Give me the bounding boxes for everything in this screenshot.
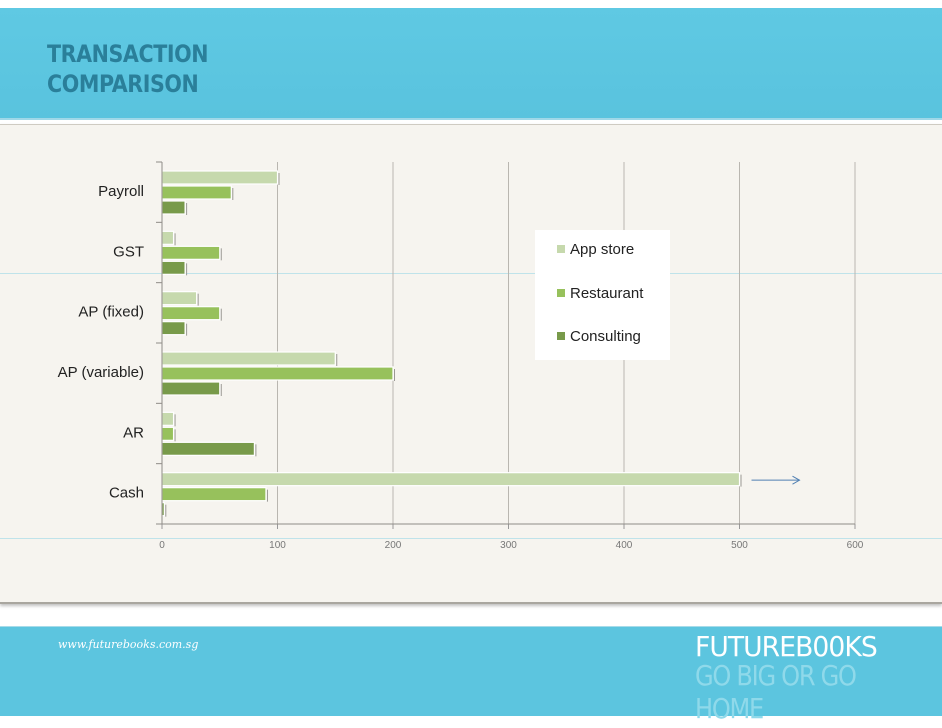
category-label: GST [113,243,144,260]
category-label: Payroll [98,183,144,200]
bar-app-store [161,351,336,366]
bar-restaurant [161,185,232,200]
bar-restaurant [161,487,267,502]
legend-item-app-store: App store [557,241,634,259]
grid-lines [277,162,856,524]
slide-title-line-1: TRANSACTION [47,40,209,68]
bar-restaurant [161,306,221,321]
bar-restaurant [161,245,221,260]
category-label: Cash [109,485,144,502]
footer-url: www.futurebooks.com.sg [58,638,199,651]
category-label: AP (fixed) [78,304,144,321]
category-label: AP (variable) [58,364,144,381]
footer-band [0,626,942,716]
brand-name: FUTUREB00KS [695,630,878,663]
legend-item-restaurant: Restaurant [557,285,643,303]
legend-label-restaurant: Restaurant [570,285,644,302]
legend-swatch-app-store [557,245,565,253]
legend: App store Restaurant Consulting [535,230,670,360]
x-tick-label: 300 [500,540,517,551]
legend-label-app-store: App store [570,241,635,258]
slide-title-line-2: COMPARISON [47,70,199,98]
header-band [0,8,942,120]
bar-app-store [161,170,279,185]
axes [156,161,856,529]
panel-rule [0,538,942,539]
legend-label-consulting: Consulting [570,328,641,345]
annotation-arrow-head [792,475,801,485]
x-tick-label: 400 [616,540,633,551]
bar-app-store [161,472,741,487]
bar-consulting [161,381,221,396]
bar-app-store [161,411,175,426]
legend-swatch-restaurant [557,289,565,297]
x-tick-label: 600 [847,540,864,551]
bar-restaurant [161,426,175,441]
x-tick-label: 100 [269,540,286,551]
category-label: AR [123,424,144,441]
bar-consulting [161,321,186,336]
panel-rule [0,273,942,274]
legend-item-consulting: Consulting [557,328,641,346]
annotations [751,475,801,485]
bar-app-store [161,291,198,306]
axis-labels: 0 100 200 300 400 500 600 Payroll GST AP (fixed) A… [58,183,864,551]
bar-restaurant [161,366,394,381]
legend-swatch-consulting [557,332,565,340]
bar-consulting [161,260,186,275]
bar-consulting [161,200,186,215]
x-tick-label: 200 [385,540,402,551]
x-tick-label: 0 [159,540,165,551]
x-tick-label: 500 [731,540,748,551]
bar-app-store [161,230,175,245]
bar-consulting [161,441,256,456]
brand-tagline: GO BIG OR GO HOME [695,659,857,725]
